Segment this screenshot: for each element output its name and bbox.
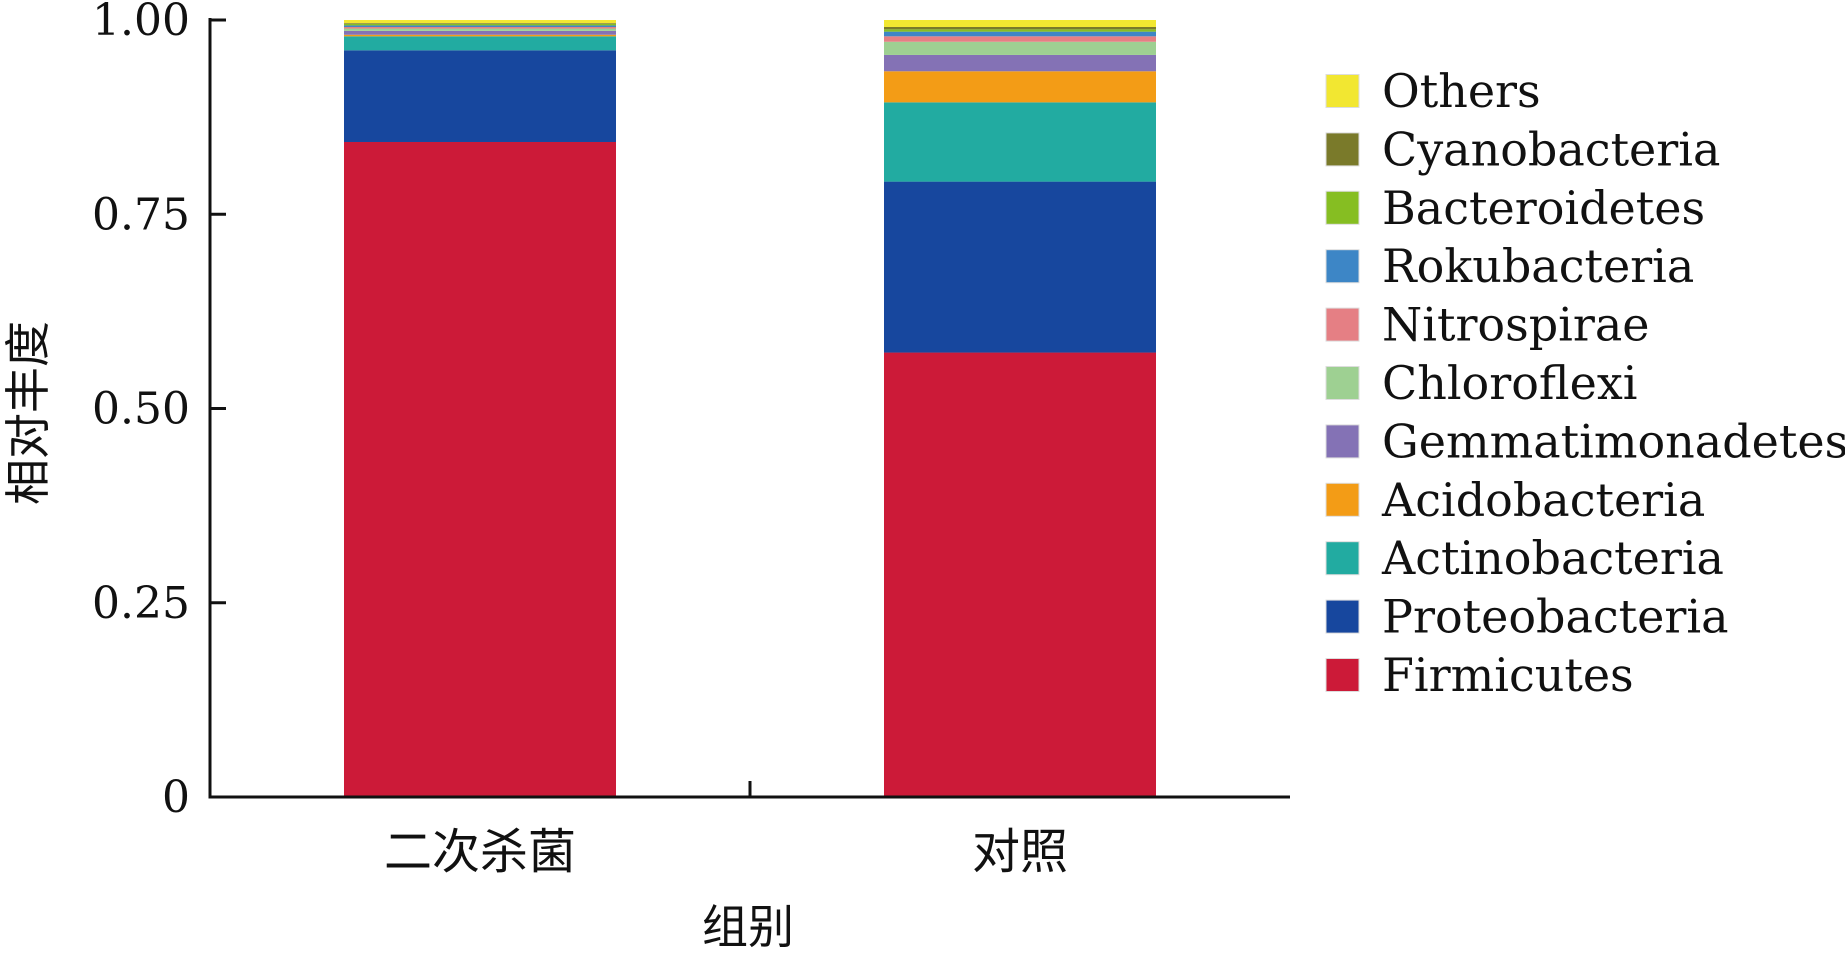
bar-segment — [884, 31, 1156, 37]
x-tick-label: 二次杀菌 — [384, 824, 576, 880]
legend-item: Chloroflexi — [1325, 356, 1637, 410]
bar-segment — [344, 23, 616, 24]
legend-item: Gemmatimonadetes — [1325, 414, 1845, 468]
legend-label: Rokubacteria — [1382, 239, 1694, 293]
legend-item: Firmicutes — [1325, 648, 1634, 702]
legend-label: Actinobacteria — [1381, 531, 1724, 585]
bar-segment — [884, 181, 1156, 353]
y-tick-label: 0 — [162, 772, 190, 823]
legend-label: Others — [1382, 64, 1541, 118]
legend-label: Chloroflexi — [1382, 356, 1637, 410]
bar-segment — [884, 102, 1156, 182]
legend-item: Nitrospirae — [1325, 298, 1650, 352]
legend-swatch — [1325, 307, 1360, 342]
ticks-layer: 0 0.25 0.50 0.75 1.00 二次杀菌 对照 — [92, 0, 1068, 880]
legend-swatch — [1325, 132, 1360, 167]
bars-layer — [344, 20, 1156, 797]
bar-stack-2 — [884, 20, 1156, 797]
legend-item: Bacteroidetes — [1325, 181, 1705, 235]
y-tick-label: 1.00 — [92, 0, 190, 46]
y-tick-label: 0.50 — [92, 384, 190, 435]
bar-segment — [884, 29, 1156, 32]
bar-segment — [884, 20, 1156, 27]
legend-item: Actinobacteria — [1325, 531, 1724, 585]
bar-segment — [884, 26, 1156, 30]
legend-label: Gemmatimonadetes — [1382, 414, 1845, 468]
bar-segment — [884, 36, 1156, 42]
bar-segment — [344, 30, 616, 35]
legend-swatch — [1325, 74, 1360, 108]
legend-swatch — [1325, 249, 1360, 284]
legend-label: Proteobacteria — [1382, 590, 1729, 644]
legend-swatch — [1325, 190, 1360, 225]
y-axis-label: 相对丰度 — [1, 321, 55, 505]
legend-item: Proteobacteria — [1325, 590, 1729, 644]
x-tick-label: 对照 — [972, 824, 1068, 880]
legend-item: Acidobacteria — [1325, 473, 1705, 527]
legend-item: Cyanobacteria — [1325, 122, 1720, 176]
bar-segment — [884, 352, 1156, 797]
legend-swatch — [1325, 541, 1360, 576]
bar-segment — [884, 71, 1156, 103]
legend-swatch — [1325, 424, 1360, 459]
legend: OthersCyanobacteriaBacteroidetesRokubact… — [1325, 64, 1845, 702]
legend-item: Others — [1325, 64, 1541, 118]
legend-swatch — [1325, 366, 1360, 400]
bar-segment — [344, 25, 616, 27]
bar-segment — [344, 34, 616, 37]
legend-label: Bacteroidetes — [1382, 181, 1705, 235]
legend-label: Cyanobacteria — [1382, 122, 1720, 176]
bar-segment — [884, 41, 1156, 55]
legend-label: Firmicutes — [1382, 648, 1634, 702]
bar-segment — [344, 141, 616, 797]
legend-swatch — [1325, 599, 1360, 634]
y-tick-label: 0.75 — [92, 189, 190, 240]
legend-swatch — [1325, 482, 1360, 517]
legend-label: Acidobacteria — [1381, 473, 1705, 527]
bar-segment — [344, 26, 616, 29]
y-tick-label: 0.25 — [92, 578, 190, 629]
legend-swatch — [1325, 658, 1360, 692]
bar-stack-1 — [344, 20, 616, 797]
legend-label: Nitrospirae — [1382, 298, 1650, 352]
bar-segment — [344, 28, 616, 31]
legend-item: Rokubacteria — [1325, 239, 1694, 293]
bar-segment — [344, 20, 616, 24]
bar-segment — [344, 23, 616, 26]
bar-segment — [344, 36, 616, 51]
x-axis-label: 组别 — [702, 900, 794, 954]
bar-segment — [884, 54, 1156, 72]
bar-segment — [344, 50, 616, 142]
